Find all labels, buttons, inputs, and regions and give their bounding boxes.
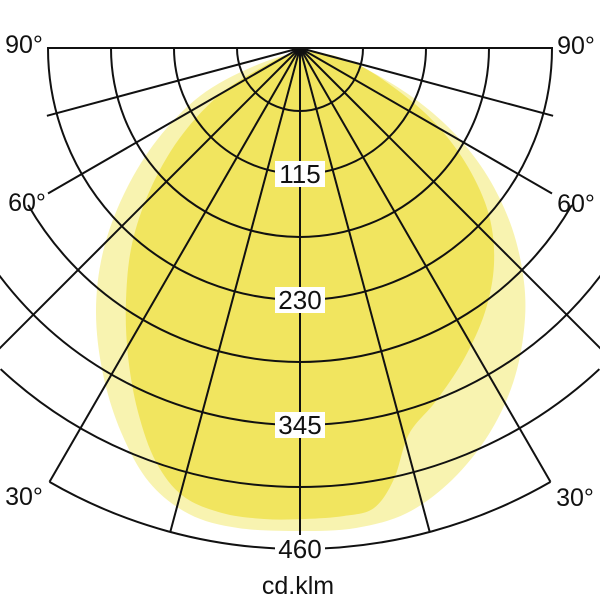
value-label-230: 230 <box>278 285 321 315</box>
angle-label-4: 30° <box>5 483 43 511</box>
grid-radial-30-left <box>48 47 301 483</box>
value-label-460: 460 <box>278 534 321 564</box>
value-label-box-230 <box>275 287 325 313</box>
grid-radial-45-left <box>0 47 301 350</box>
grid-radial-45-right <box>299 47 600 350</box>
angle-label-3: 60° <box>557 190 595 218</box>
angle-label-5: 30° <box>556 484 594 512</box>
unit-label: cd.klm <box>262 572 334 600</box>
value-label-box-345 <box>275 412 325 438</box>
angle-label-1: 90° <box>557 32 595 60</box>
value-label-115: 115 <box>279 159 320 189</box>
grid-radial-75-right <box>299 47 554 117</box>
grid-radial-60-left <box>47 47 301 195</box>
angle-label-2: 60° <box>8 189 46 217</box>
grid-radial-15-left <box>169 47 301 533</box>
value-label-box-115 <box>275 161 325 187</box>
grid-radial-60-right <box>299 47 553 195</box>
distribution-lobe-narrow-plane <box>125 51 495 520</box>
grid-radial-75-left <box>46 47 301 117</box>
angle-label-0: 90° <box>5 31 43 59</box>
value-label-box-460 <box>275 536 325 562</box>
grid-radial-15-right <box>299 47 431 533</box>
grid-radial-30-right <box>299 47 552 483</box>
value-label-345: 345 <box>278 410 321 440</box>
